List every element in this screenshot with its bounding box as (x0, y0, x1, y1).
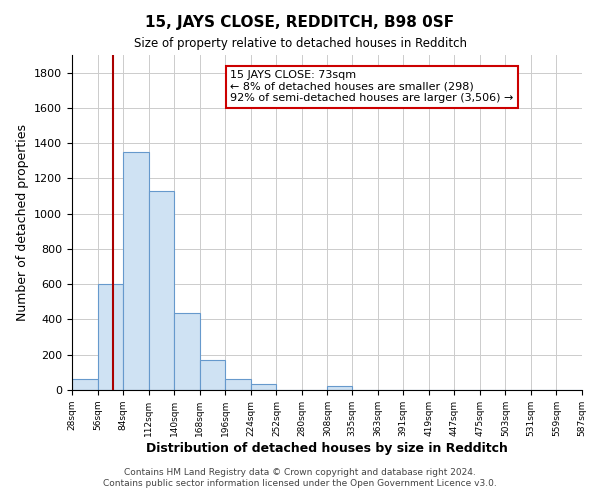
Bar (328, 386, 352, 390)
Bar (149, 191, 174, 390)
Text: 15 JAYS CLOSE: 73sqm
← 8% of detached houses are smaller (298)
92% of semi-detac: 15 JAYS CLOSE: 73sqm ← 8% of detached ho… (230, 70, 514, 103)
X-axis label: Distribution of detached houses by size in Redditch: Distribution of detached houses by size … (146, 442, 508, 454)
Y-axis label: Number of detached properties: Number of detached properties (16, 124, 29, 321)
Bar (251, 384, 277, 390)
Text: Size of property relative to detached houses in Redditch: Size of property relative to detached ho… (133, 38, 467, 51)
Text: 15, JAYS CLOSE, REDDITCH, B98 0SF: 15, JAYS CLOSE, REDDITCH, B98 0SF (145, 15, 455, 30)
Bar (72, 380, 98, 390)
Text: Contains HM Land Registry data © Crown copyright and database right 2024.
Contai: Contains HM Land Registry data © Crown c… (103, 468, 497, 487)
Bar (174, 314, 200, 390)
Bar (98, 284, 123, 390)
Bar (225, 380, 251, 390)
Bar (200, 360, 225, 390)
Bar (123, 152, 149, 390)
